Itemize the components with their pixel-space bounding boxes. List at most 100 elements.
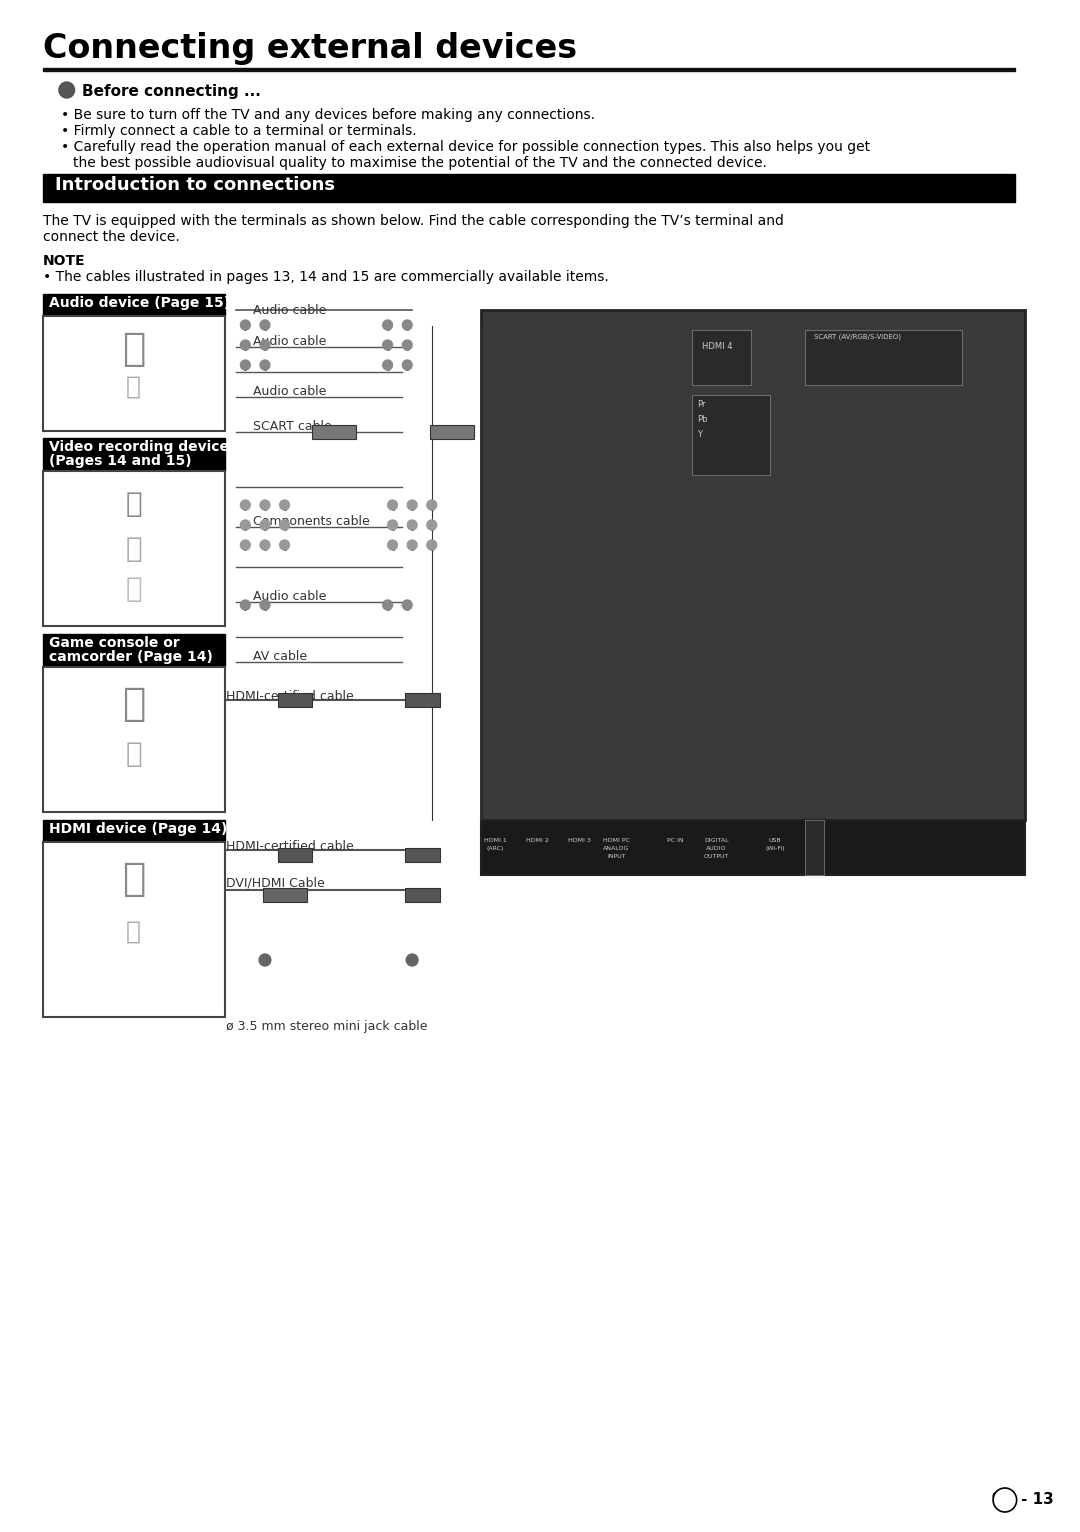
- Text: OUTPUT: OUTPUT: [704, 853, 729, 859]
- Circle shape: [382, 340, 392, 349]
- Circle shape: [260, 360, 270, 371]
- Text: ø 3.5 mm stereo mini jack cable: ø 3.5 mm stereo mini jack cable: [226, 1020, 428, 1033]
- Circle shape: [241, 539, 251, 550]
- Text: Audio cable: Audio cable: [253, 590, 326, 604]
- Bar: [43, 316, 225, 430]
- Text: INPUT: INPUT: [607, 853, 625, 859]
- Circle shape: [260, 340, 270, 349]
- Text: (Wi-Fi): (Wi-Fi): [766, 846, 785, 850]
- Circle shape: [427, 539, 436, 550]
- Bar: [278, 849, 312, 863]
- Text: 💿: 💿: [125, 490, 141, 518]
- Text: AV cable: AV cable: [253, 650, 308, 663]
- Text: Before connecting ...: Before connecting ...: [82, 84, 261, 100]
- Circle shape: [406, 954, 418, 967]
- Bar: [692, 329, 751, 385]
- Text: 📷: 📷: [125, 740, 141, 768]
- Text: 🎮: 🎮: [122, 685, 145, 723]
- Text: • The cables illustrated in pages 13, 14 and 15 are commercially available items: • The cables illustrated in pages 13, 14…: [43, 270, 609, 283]
- Text: 💿: 💿: [122, 859, 145, 898]
- Text: • Be sure to turn off the TV and any devices before making any connections.: • Be sure to turn off the TV and any dev…: [60, 107, 595, 123]
- Bar: [481, 309, 1026, 820]
- Circle shape: [994, 1488, 1016, 1512]
- Text: USB: USB: [769, 838, 782, 843]
- Text: Video recording device: Video recording device: [49, 440, 229, 453]
- Text: - 13: - 13: [1021, 1492, 1053, 1507]
- Circle shape: [260, 519, 270, 530]
- Circle shape: [388, 539, 397, 550]
- Circle shape: [241, 499, 251, 510]
- Text: Audio cable: Audio cable: [253, 336, 326, 348]
- Bar: [312, 424, 356, 440]
- Circle shape: [427, 499, 436, 510]
- Text: Audio device (Page 15): Audio device (Page 15): [49, 296, 230, 309]
- Text: PC IN: PC IN: [666, 838, 684, 843]
- Circle shape: [407, 499, 417, 510]
- Circle shape: [403, 340, 413, 349]
- Text: SCART cable: SCART cable: [253, 420, 332, 434]
- Text: Game console or: Game console or: [49, 636, 179, 650]
- Bar: [43, 67, 1015, 70]
- Circle shape: [260, 499, 270, 510]
- Text: HDMI 4: HDMI 4: [702, 342, 732, 351]
- Bar: [43, 470, 225, 627]
- Circle shape: [403, 360, 413, 371]
- Circle shape: [241, 360, 251, 371]
- Circle shape: [260, 601, 270, 610]
- Circle shape: [241, 601, 251, 610]
- Bar: [43, 438, 225, 470]
- Circle shape: [260, 539, 270, 550]
- Text: 📼: 📼: [125, 535, 141, 562]
- Text: HDMI-certified cable: HDMI-certified cable: [226, 840, 353, 853]
- Bar: [43, 634, 225, 666]
- Text: HDMI 2: HDMI 2: [526, 838, 550, 843]
- Text: AUDIO: AUDIO: [706, 846, 727, 850]
- Bar: [405, 889, 440, 902]
- Text: HDMI PC: HDMI PC: [603, 838, 630, 843]
- Circle shape: [388, 499, 397, 510]
- Circle shape: [241, 320, 251, 329]
- Text: DIGITAL: DIGITAL: [704, 838, 729, 843]
- Text: Connecting external devices: Connecting external devices: [43, 32, 578, 64]
- Text: (ARC): (ARC): [487, 846, 504, 850]
- Bar: [278, 692, 312, 706]
- Circle shape: [382, 360, 392, 371]
- Bar: [264, 889, 307, 902]
- Bar: [481, 820, 1026, 875]
- Circle shape: [407, 519, 417, 530]
- Text: Components cable: Components cable: [253, 515, 370, 529]
- Bar: [43, 294, 225, 316]
- Bar: [43, 666, 225, 812]
- Circle shape: [280, 539, 289, 550]
- Circle shape: [59, 83, 75, 98]
- Text: • Firmly connect a cable to a terminal or terminals.: • Firmly connect a cable to a terminal o…: [60, 124, 417, 138]
- Bar: [43, 843, 225, 1017]
- Bar: [667, 820, 766, 840]
- Text: HDMI-certified cable: HDMI-certified cable: [226, 689, 353, 703]
- Text: Introduction to connections: Introduction to connections: [55, 176, 335, 195]
- Bar: [43, 175, 1015, 202]
- Text: The TV is equipped with the terminals as shown below. Find the cable correspondi: The TV is equipped with the terminals as…: [43, 214, 784, 228]
- Circle shape: [280, 519, 289, 530]
- Text: GB: GB: [991, 1492, 1007, 1501]
- Bar: [43, 820, 225, 843]
- Circle shape: [403, 320, 413, 329]
- Bar: [805, 820, 824, 875]
- Circle shape: [388, 519, 397, 530]
- Bar: [430, 424, 474, 440]
- Circle shape: [403, 601, 413, 610]
- Text: Pb: Pb: [697, 415, 707, 424]
- Text: connect the device.: connect the device.: [43, 230, 180, 244]
- Circle shape: [427, 519, 436, 530]
- Text: HDMI 1: HDMI 1: [484, 838, 507, 843]
- Text: 📺: 📺: [122, 329, 145, 368]
- Text: HDMI device (Page 14): HDMI device (Page 14): [49, 823, 228, 836]
- Text: Y: Y: [697, 430, 702, 440]
- Circle shape: [280, 499, 289, 510]
- Text: DVI/HDMI Cable: DVI/HDMI Cable: [226, 876, 324, 889]
- Text: Pr: Pr: [697, 400, 705, 409]
- Text: (Pages 14 and 15): (Pages 14 and 15): [49, 453, 191, 467]
- Circle shape: [259, 954, 271, 967]
- Text: Audio cable: Audio cable: [253, 303, 326, 317]
- Circle shape: [241, 519, 251, 530]
